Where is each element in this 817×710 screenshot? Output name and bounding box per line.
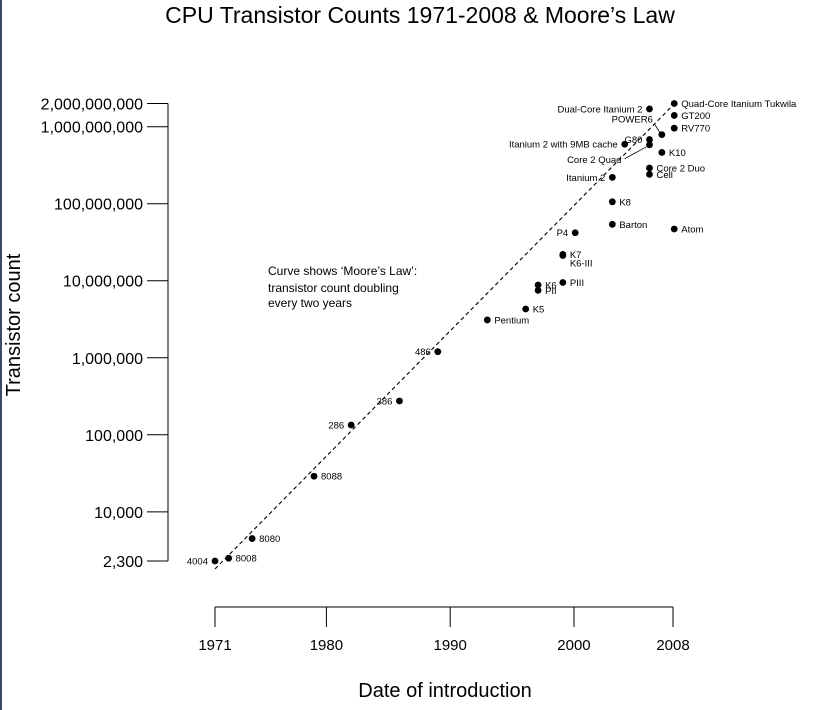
point-label: 4004	[187, 557, 208, 568]
point-label: 8088	[321, 472, 342, 483]
point-label: RV770	[681, 124, 710, 135]
data-point	[670, 225, 678, 233]
data-point	[225, 554, 233, 562]
label-leader-line	[654, 124, 661, 133]
point-label: G80	[625, 135, 643, 146]
y-tick-label: 1,000,000,000	[41, 120, 143, 137]
point-label: Core 2 Duo	[656, 163, 705, 174]
data-point	[646, 170, 653, 178]
point-label: P4	[557, 228, 569, 239]
x-tick-label: 2008	[656, 637, 689, 654]
data-point	[646, 164, 653, 172]
y-tick-label: 10,000	[94, 505, 143, 522]
data-point	[571, 229, 579, 237]
point-label: Pentium	[494, 315, 529, 326]
point-label: POWER6	[612, 115, 653, 126]
y-tick-label: 100,000,000	[54, 197, 143, 214]
data-point	[559, 252, 567, 259]
data-point	[646, 141, 653, 149]
point-label: Cell	[656, 170, 672, 181]
data-point	[646, 105, 653, 113]
data-point	[658, 131, 666, 139]
y-tick-label: 1,000,000	[72, 351, 143, 368]
data-point	[347, 421, 355, 429]
point-label: K7	[570, 250, 582, 261]
data-point	[621, 140, 629, 148]
point-label: K6	[545, 281, 557, 292]
data-point	[248, 535, 256, 542]
label-leader-line	[624, 146, 647, 160]
data-point	[396, 397, 403, 405]
data-point	[434, 348, 442, 356]
data-point	[534, 281, 542, 289]
y-axis: 2,300 10,000 100,000 1,000,000 10,000,000 100…	[41, 97, 169, 571]
x-tick-label: 1971	[198, 637, 231, 654]
x-tick-label: 2000	[557, 637, 590, 654]
y-tick-label: 100,000	[85, 428, 143, 445]
point-label: K8	[619, 197, 631, 208]
moores-law-line	[214, 104, 674, 570]
point-label: Dual-Core Itanium 2	[557, 104, 642, 115]
data-points	[211, 100, 678, 565]
annotation-line-1: Curve shows ‘Moore’s Law’:	[268, 264, 417, 278]
point-label: 286	[328, 421, 344, 432]
annotation-line-3: every two years	[268, 296, 352, 310]
point-label: K6-III	[570, 258, 593, 269]
data-point	[670, 100, 678, 107]
y-tick-label: 2,000,000,000	[41, 97, 143, 114]
point-label: 8080	[259, 534, 280, 545]
chart-title: CPU Transistor Counts 1971-2008 & Moore’…	[165, 2, 675, 28]
left-frame-edge	[0, 0, 2, 710]
data-point	[646, 136, 653, 143]
data-point	[534, 286, 542, 294]
y-tick-label: 10,000,000	[63, 274, 143, 291]
data-point	[670, 124, 678, 132]
moores-law-annotation: Curve shows ‘Moore’s Law’: transistor co…	[268, 264, 421, 310]
y-axis-title: Transistor count	[3, 253, 25, 396]
data-point	[522, 305, 530, 313]
x-tick-label: 1990	[434, 637, 467, 654]
point-label: Atom	[681, 224, 703, 235]
point-label: PIII	[570, 278, 584, 289]
point-label: 8008	[236, 554, 257, 565]
data-point	[310, 472, 318, 480]
data-point	[608, 220, 616, 228]
x-axis-title: Date of introduction	[358, 680, 531, 702]
point-label: K10	[669, 148, 686, 159]
data-point	[658, 149, 666, 156]
point-label: Core 2 Quad	[567, 155, 621, 166]
point-label: 486	[415, 347, 431, 358]
data-point	[670, 112, 678, 119]
data-point	[559, 279, 567, 286]
point-label: Quad-Core Itanium Tukwila	[681, 99, 797, 110]
data-point	[608, 198, 616, 206]
y-tick-label: 2,300	[103, 554, 143, 571]
point-label: GT200	[681, 111, 710, 122]
point-label: K5	[533, 304, 545, 315]
data-point	[211, 557, 219, 565]
point-label: Itanium 2 with 9MB cache	[509, 140, 618, 151]
point-label: 386	[377, 396, 393, 407]
x-axis: 1971 1980 1990 2000 2008	[198, 606, 690, 654]
point-label: Itanium 2	[566, 173, 605, 184]
point-label: PII	[545, 286, 557, 297]
data-point	[608, 173, 616, 181]
point-label: Barton	[619, 220, 647, 231]
annotation-line-2: transistor count doubling	[268, 281, 399, 295]
x-tick-label: 1980	[310, 637, 343, 654]
data-point	[483, 316, 491, 324]
